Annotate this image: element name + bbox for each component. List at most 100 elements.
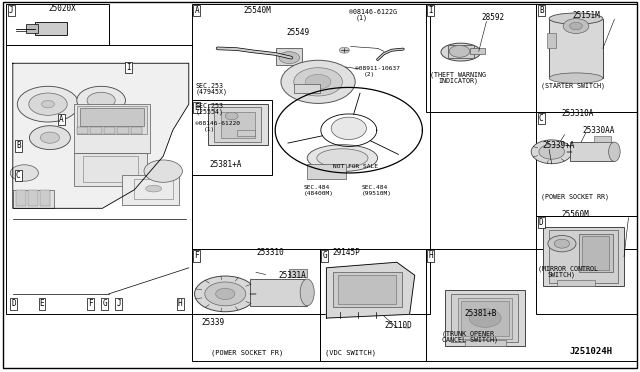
Ellipse shape xyxy=(549,73,603,83)
Bar xyxy=(582,236,609,270)
Bar xyxy=(77,106,147,134)
Text: C: C xyxy=(539,114,543,123)
Bar xyxy=(74,153,147,186)
Text: (MIRROR CONTROL: (MIRROR CONTROL xyxy=(538,266,598,272)
Bar xyxy=(470,48,485,54)
Text: 25151M: 25151M xyxy=(573,12,600,20)
Text: I: I xyxy=(126,63,131,72)
Text: ®08146-61220: ®08146-61220 xyxy=(195,122,240,126)
Bar xyxy=(570,142,614,161)
Ellipse shape xyxy=(332,117,367,140)
Text: 25540M: 25540M xyxy=(243,6,271,15)
Bar xyxy=(208,104,268,145)
Bar xyxy=(536,112,637,216)
Bar xyxy=(131,127,142,134)
Text: H: H xyxy=(178,299,182,308)
Text: ®08146-6122G: ®08146-6122G xyxy=(349,9,397,15)
Text: 253310: 253310 xyxy=(256,248,284,257)
Bar xyxy=(74,104,150,153)
Text: F: F xyxy=(195,251,199,260)
Text: G: G xyxy=(323,251,327,260)
Text: B: B xyxy=(16,141,20,150)
Circle shape xyxy=(42,100,54,108)
Ellipse shape xyxy=(300,279,314,306)
Text: NOT FOR SALE: NOT FOR SALE xyxy=(333,164,378,169)
Circle shape xyxy=(449,45,470,57)
Circle shape xyxy=(281,60,355,103)
Text: G: G xyxy=(102,299,107,308)
Bar xyxy=(276,48,302,65)
Text: (2): (2) xyxy=(364,72,375,77)
Text: 25110D: 25110D xyxy=(384,321,412,330)
Bar xyxy=(13,190,54,208)
Circle shape xyxy=(29,126,70,150)
Bar xyxy=(307,164,346,179)
Text: D: D xyxy=(12,299,16,308)
Bar xyxy=(536,216,637,314)
Bar xyxy=(214,107,261,142)
Bar xyxy=(250,279,307,306)
Text: ®08911-10637: ®08911-10637 xyxy=(355,66,400,71)
Circle shape xyxy=(339,47,349,53)
Bar xyxy=(547,33,556,48)
Bar xyxy=(35,22,67,35)
Text: 29145P: 29145P xyxy=(333,248,360,257)
Circle shape xyxy=(469,309,501,327)
Text: (POWER SOCKET FR): (POWER SOCKET FR) xyxy=(211,350,284,356)
Bar xyxy=(104,127,115,134)
Circle shape xyxy=(563,19,589,33)
Bar xyxy=(448,45,474,58)
Circle shape xyxy=(29,93,67,115)
Circle shape xyxy=(554,239,570,248)
Circle shape xyxy=(539,144,564,159)
Bar xyxy=(426,249,637,361)
Bar xyxy=(289,269,307,277)
Text: 25549: 25549 xyxy=(287,28,310,37)
Circle shape xyxy=(10,165,38,181)
Bar xyxy=(192,4,430,314)
Text: SEC.253: SEC.253 xyxy=(195,83,223,89)
Text: 25020X: 25020X xyxy=(48,4,76,13)
Bar xyxy=(6,45,192,314)
Circle shape xyxy=(279,52,300,64)
Text: E: E xyxy=(195,103,199,112)
Bar xyxy=(579,234,613,272)
Circle shape xyxy=(87,92,115,109)
Circle shape xyxy=(548,235,576,252)
Bar xyxy=(16,190,26,206)
Bar xyxy=(26,24,38,33)
Bar xyxy=(426,4,536,112)
Text: (TRUNK OPENER: (TRUNK OPENER xyxy=(442,330,493,337)
Text: (THEFT WARNING: (THEFT WARNING xyxy=(430,72,486,78)
Bar xyxy=(594,136,611,142)
Circle shape xyxy=(225,112,238,120)
Circle shape xyxy=(216,288,235,299)
Text: J251024H: J251024H xyxy=(570,347,612,356)
Text: SEC.484: SEC.484 xyxy=(362,185,388,190)
Bar xyxy=(192,100,272,175)
Text: C: C xyxy=(16,171,20,180)
Ellipse shape xyxy=(317,149,368,167)
Ellipse shape xyxy=(146,185,161,192)
Ellipse shape xyxy=(307,145,378,171)
Bar xyxy=(557,280,595,286)
Bar xyxy=(6,4,109,45)
Bar xyxy=(549,19,603,78)
Bar xyxy=(237,130,255,136)
Circle shape xyxy=(205,282,246,306)
Bar xyxy=(83,156,138,182)
Bar xyxy=(333,272,402,307)
Bar xyxy=(465,340,506,346)
Bar xyxy=(461,301,509,336)
Text: A: A xyxy=(195,6,199,15)
Ellipse shape xyxy=(609,142,620,161)
Bar xyxy=(543,227,624,286)
Bar xyxy=(28,190,38,206)
Bar xyxy=(458,298,512,339)
Bar xyxy=(192,249,320,361)
Text: (1): (1) xyxy=(204,128,215,132)
Text: 25339: 25339 xyxy=(202,318,225,327)
Bar xyxy=(451,294,518,342)
Text: D: D xyxy=(539,218,543,227)
Text: B: B xyxy=(539,6,543,15)
